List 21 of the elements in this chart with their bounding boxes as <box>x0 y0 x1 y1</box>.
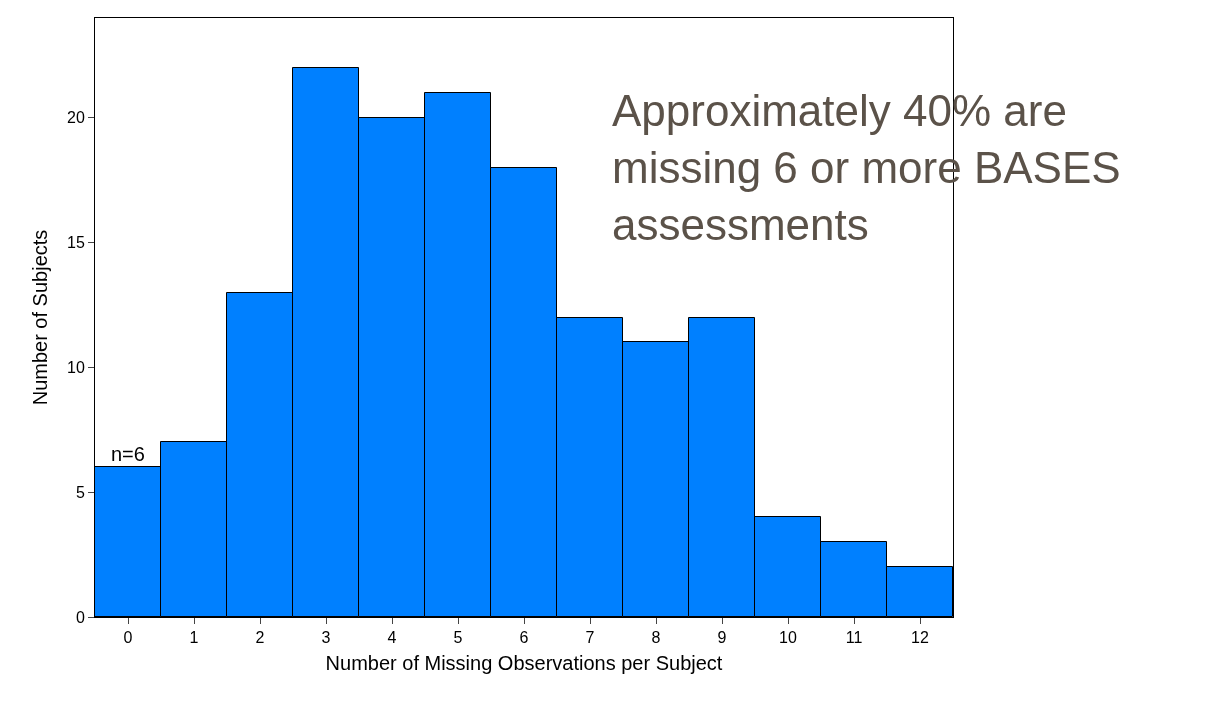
y-tick-label: 5 <box>75 483 85 501</box>
y-axis-title: Number of Subjects <box>28 229 51 406</box>
x-tick-label: 0 <box>123 629 133 647</box>
x-tick-label: 11 <box>845 629 863 647</box>
y-tick-label: 10 <box>67 359 85 377</box>
x-tick-label: 5 <box>453 629 463 647</box>
x-tick-label: 4 <box>387 629 397 647</box>
x-tick-label: 10 <box>779 629 797 647</box>
y-tick-label: 0 <box>75 608 85 626</box>
x-tick-label: 3 <box>321 629 331 647</box>
x-axis-title: Number of Missing Observations per Subject <box>325 651 723 674</box>
y-tick-label: 20 <box>67 109 85 127</box>
x-tick-label: 8 <box>651 629 661 647</box>
x-tick-label: 6 <box>519 629 529 647</box>
y-tick-label: 15 <box>67 234 85 252</box>
x-tick-label: 2 <box>255 629 265 647</box>
annotation: n=6 <box>111 443 145 465</box>
x-tick-label: 7 <box>585 629 595 647</box>
x-tick-label: 9 <box>717 629 727 647</box>
x-tick-label: 12 <box>911 629 929 647</box>
x-tick-label: 1 <box>189 629 199 647</box>
